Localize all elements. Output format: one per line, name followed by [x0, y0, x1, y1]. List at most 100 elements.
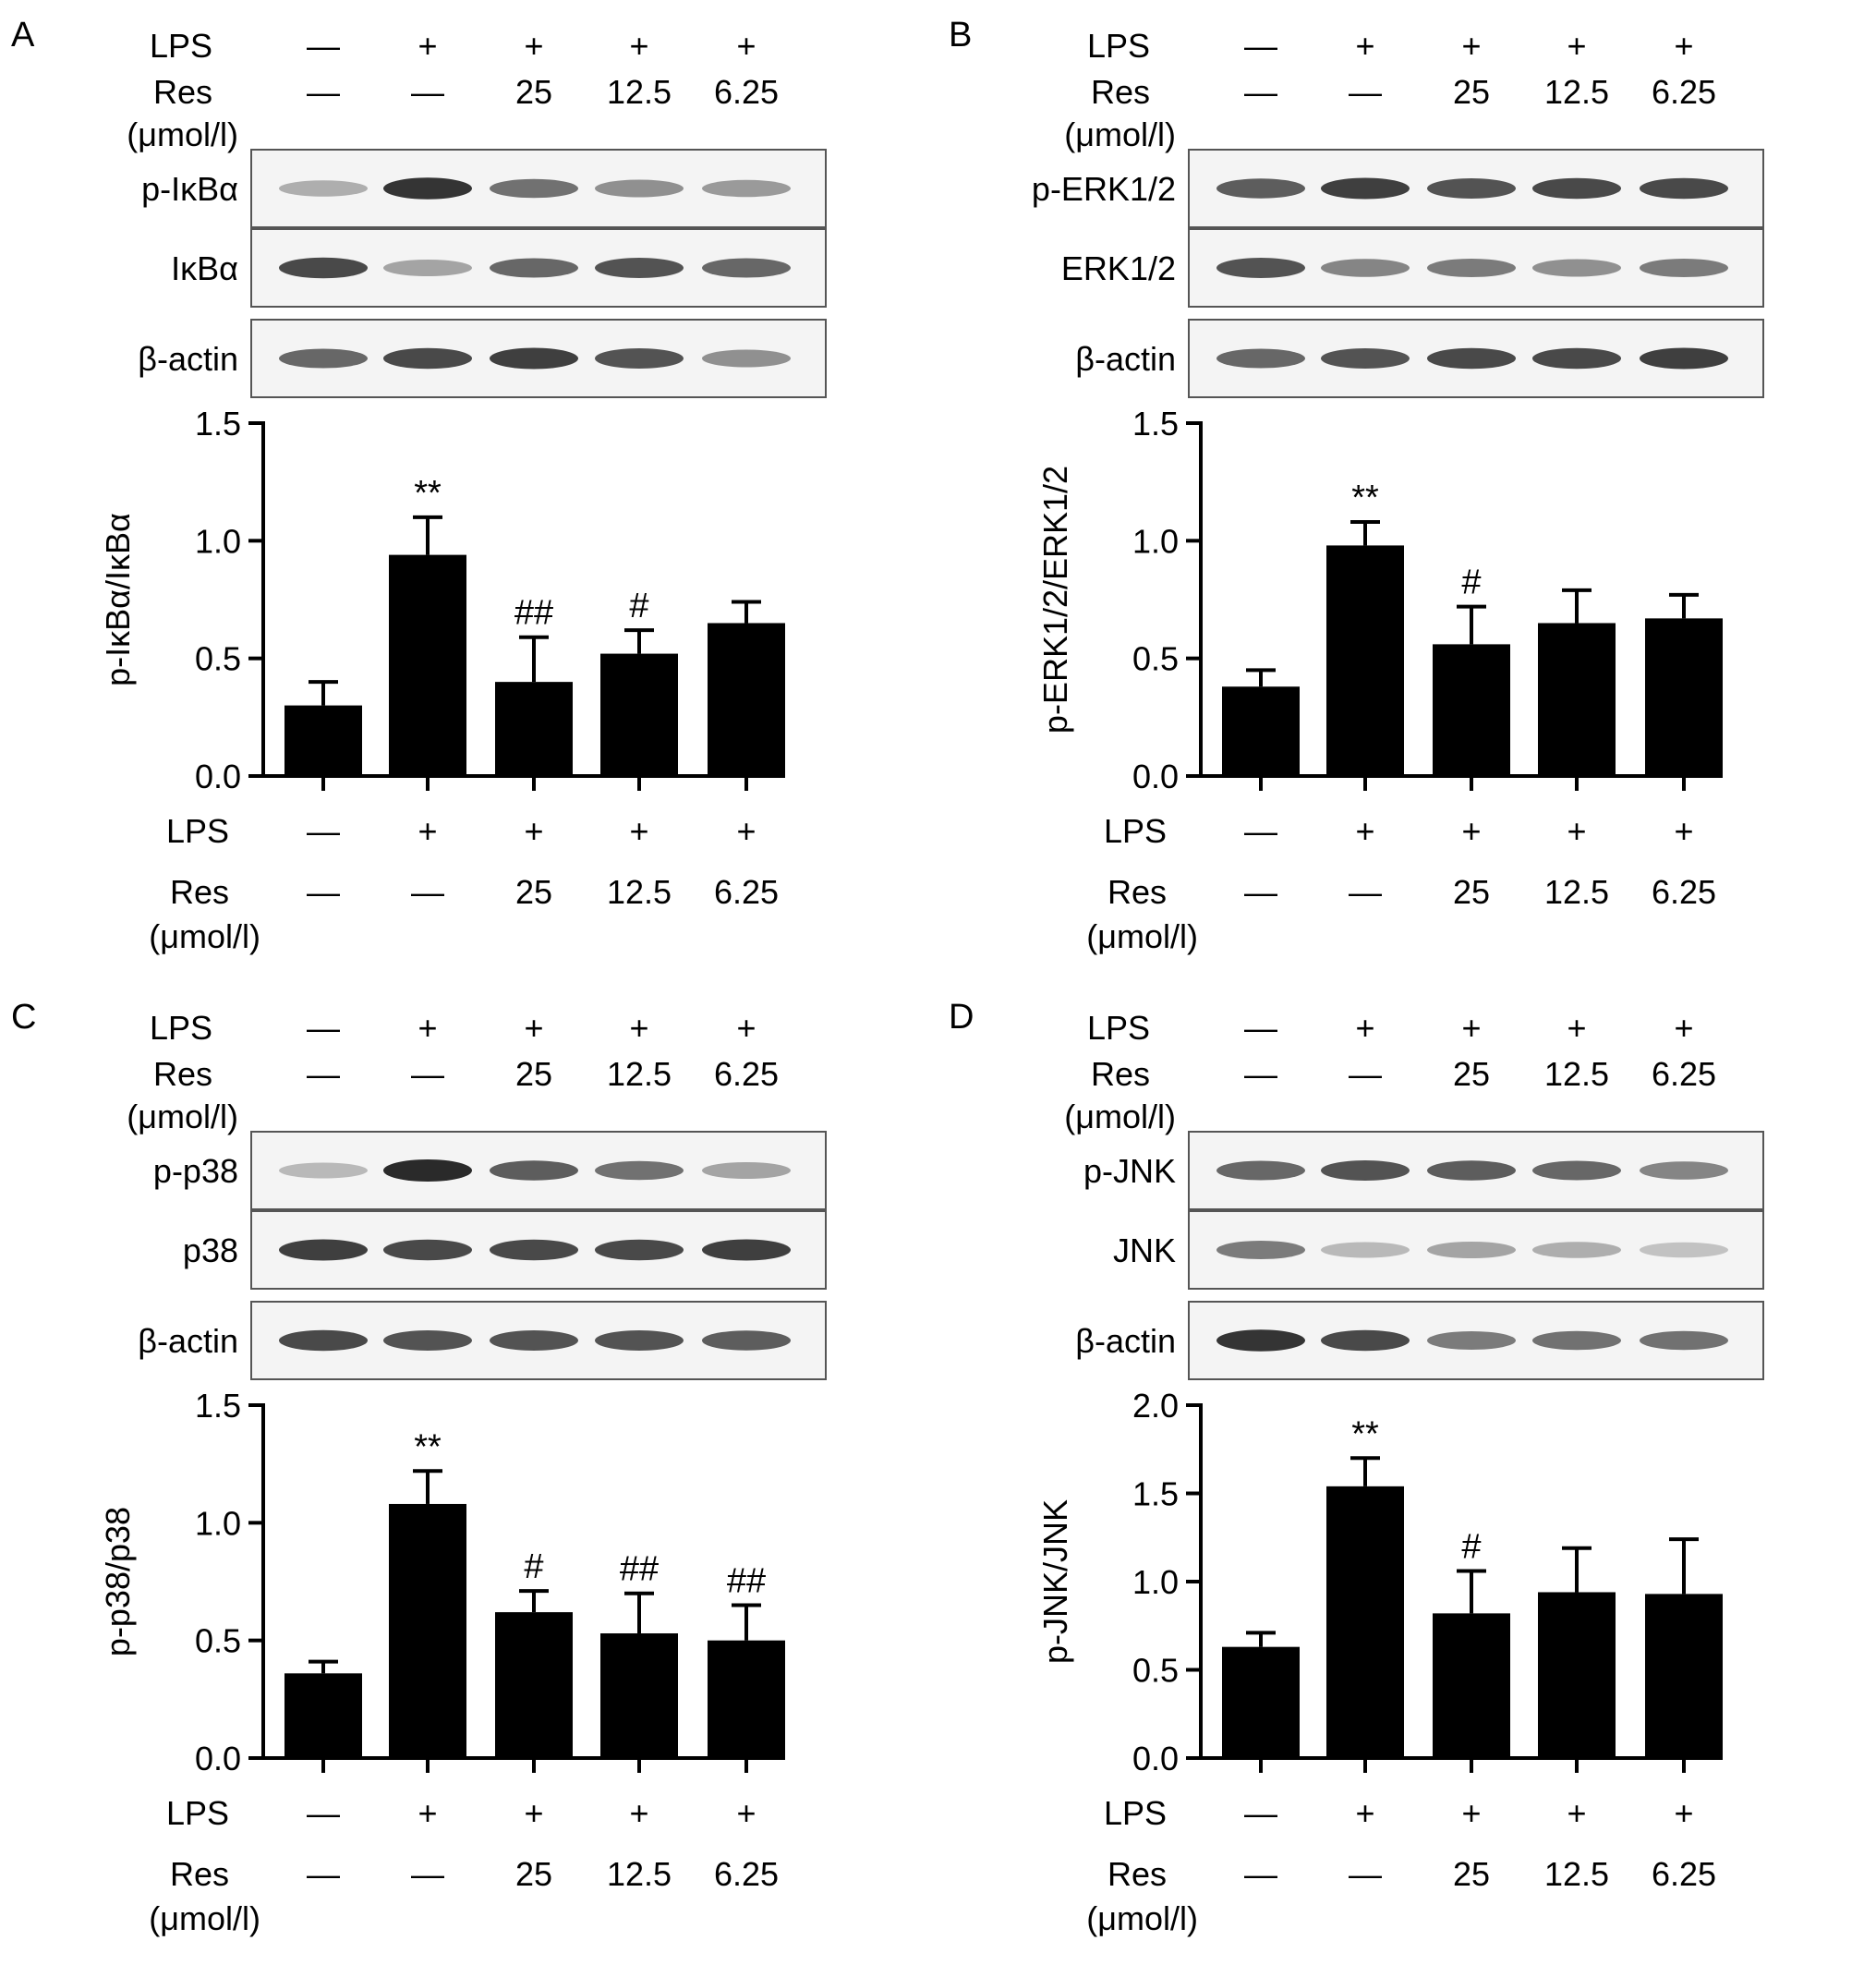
panel-c-blot-label: p-p38: [153, 1152, 238, 1190]
panel-c-band: [702, 1162, 791, 1179]
panel-c-band: [383, 1239, 472, 1261]
panel-b-band: [1532, 177, 1621, 200]
panel-d-top-res-label: Res: [1091, 1055, 1150, 1093]
panel-c-bottom-res-sign: —: [307, 1855, 340, 1893]
panel-b-top-unit-label: (μmol/l): [1064, 115, 1176, 153]
panel-a-figure: A LPS Res (μmol/l) — + + + + — — 25 12.5 6.25 p-IκBα Iκ…: [11, 16, 827, 955]
panel-d-y-tick-label: 0.5: [1132, 1652, 1179, 1690]
panel-b-top-lps-sign: +: [1674, 27, 1693, 65]
panel-c-bottom-res-dose: 6.25: [714, 1855, 779, 1893]
panel-d-bottom-lps-label: LPS: [1104, 1794, 1167, 1832]
panel-d-band: [1640, 1242, 1728, 1258]
panel-a-y-tick-label: 1.0: [195, 522, 241, 560]
panel-d-band: [1427, 1242, 1516, 1258]
panel-a-blot-label: p-IκBα: [141, 170, 238, 208]
panel-c-significance: ##: [620, 1550, 659, 1589]
panel-a-band: [490, 258, 578, 278]
panel-b-band: [1640, 177, 1728, 200]
panel-c-blot-label: β-actin: [138, 1322, 238, 1360]
panel-a-bar: [708, 623, 785, 776]
panel-b-top-lps-sign: +: [1567, 27, 1586, 65]
panel-c-bottom-lps-label: LPS: [166, 1794, 229, 1832]
panel-b-band: [1427, 259, 1516, 277]
panel-d-bar: [1222, 1646, 1300, 1758]
panel-b-bottom-unit-label: (μmol/l): [1086, 917, 1198, 955]
panel-c-top-lps-label: LPS: [150, 1009, 212, 1047]
panel-d-y-axis-title: p-JNK/JNK: [1036, 1499, 1074, 1664]
panel-d-band: [1427, 1160, 1516, 1181]
panel-d-significance: #: [1461, 1528, 1481, 1567]
panel-b-band: [1532, 347, 1621, 370]
panel-b-bottom-lps-label: LPS: [1104, 812, 1167, 850]
panel-c-bar: [708, 1640, 785, 1758]
panel-b-blot-label: p-ERK1/2: [1032, 170, 1176, 208]
panel-d-blot-label: p-JNK: [1083, 1152, 1176, 1190]
panel-c-band: [702, 1239, 791, 1261]
panel-a-bottom-lps-sign: —: [307, 812, 340, 850]
panel-d-bottom-lps-sign: —: [1244, 1794, 1277, 1832]
panel-d-band: [1427, 1331, 1516, 1350]
panel-a-top-lps-sign: —: [307, 27, 340, 65]
panel-c-band: [702, 1330, 791, 1351]
panel-b-top-res-dose: 6.25: [1652, 73, 1716, 111]
panel-b-bottom-lps-sign: —: [1244, 812, 1277, 850]
panel-d-top-res-dose: 25: [1453, 1055, 1490, 1093]
panel-d-y-tick-label: 0.0: [1132, 1740, 1179, 1777]
panel-c-bottom-lps-sign: +: [736, 1794, 756, 1832]
panel-c-bar: [284, 1673, 362, 1758]
panel-c-bottom-lps-sign: —: [307, 1794, 340, 1832]
panel-c-band: [383, 1330, 472, 1351]
panel-d-band: [1532, 1160, 1621, 1181]
panel-a-top-res-dose: 25: [515, 73, 552, 111]
panel-a-top-unit-label: (μmol/l): [127, 115, 238, 153]
panel-d-bottom-res-sign: —: [1244, 1855, 1277, 1893]
panel-a-band: [595, 348, 684, 369]
panel-b-top-res-sign: —: [1349, 73, 1382, 111]
panel-b-top-lps-sign: +: [1461, 27, 1481, 65]
panel-b-y-tick-label: 0.0: [1132, 758, 1179, 795]
panel-a-band: [383, 347, 472, 370]
panel-b-bar: [1645, 618, 1723, 776]
panel-d-bottom-res-dose: 25: [1453, 1855, 1490, 1893]
panel-a-top-lps-sign: +: [736, 27, 756, 65]
panel-c-bottom-res-dose: 12.5: [607, 1855, 672, 1893]
panel-a: A LPS Res (μmol/l) — + + + + — — 25 12.5 6.25 p-IκBα Iκ…: [0, 0, 938, 982]
panel-b-bottom-lps-sign: +: [1674, 812, 1693, 850]
panel-c-bar: [389, 1503, 466, 1758]
panel-c-band: [595, 1239, 684, 1261]
panel-b-band: [1216, 178, 1305, 199]
panel-a-top-res-label: Res: [153, 73, 212, 111]
panel-d-bottom-lps-sign: +: [1461, 1794, 1481, 1832]
panel-a-significance: #: [629, 587, 648, 625]
panel-b-blot-label: ERK1/2: [1061, 249, 1176, 287]
panel-c-top-lps-sign: +: [524, 1009, 543, 1047]
panel-c-top-lps-sign: +: [418, 1009, 437, 1047]
panel-b-bar: [1433, 644, 1510, 776]
panel-c-bottom-lps-sign: +: [524, 1794, 543, 1832]
panel-b-y-axis-title: p-ERK1/2/ERK1/2: [1036, 466, 1074, 734]
panel-d-figure: D LPS Res (μmol/l) — + + + + — — 25 12.5 6.25 p-JNK JNK…: [949, 998, 1764, 1937]
panel-d-bottom-res-dose: 12.5: [1544, 1855, 1609, 1893]
panel-b-band: [1321, 177, 1410, 200]
panel-d-bar: [1538, 1592, 1616, 1758]
panel-d-bar: [1433, 1613, 1510, 1758]
panel-a-band: [383, 260, 472, 276]
panel-a-bar: [284, 705, 362, 776]
panel-a-bottom-lps-sign: +: [736, 812, 756, 850]
panel-d-bottom-unit-label: (μmol/l): [1086, 1899, 1198, 1937]
panel-c-bottom-unit-label: (μmol/l): [149, 1899, 260, 1937]
panel-a-band: [595, 258, 684, 278]
panel-d: D LPS Res (μmol/l) — + + + + — — 25 12.5 6.25 p-JNK JNK…: [938, 982, 1875, 1964]
panel-c-bottom-lps-sign: +: [418, 1794, 437, 1832]
panel-a-y-axis-title: p-IκBα/IκBα: [99, 513, 137, 686]
panel-a-band: [279, 257, 368, 279]
panel-d-top-lps-sign: +: [1461, 1009, 1481, 1047]
panel-b-band: [1640, 347, 1728, 370]
panel-a-significance: **: [414, 474, 442, 513]
panel-d-band: [1321, 1329, 1410, 1352]
panel-a-blot-label: β-actin: [138, 340, 238, 378]
panel-c-figure: C LPS Res (μmol/l) — + + + + — — 25 12.5 6.25 p-p38 p38…: [11, 998, 827, 1937]
panel-c-band: [490, 1330, 578, 1351]
panel-b-top-res-dose: 25: [1453, 73, 1490, 111]
panel-d-top-unit-label: (μmol/l): [1064, 1098, 1176, 1135]
